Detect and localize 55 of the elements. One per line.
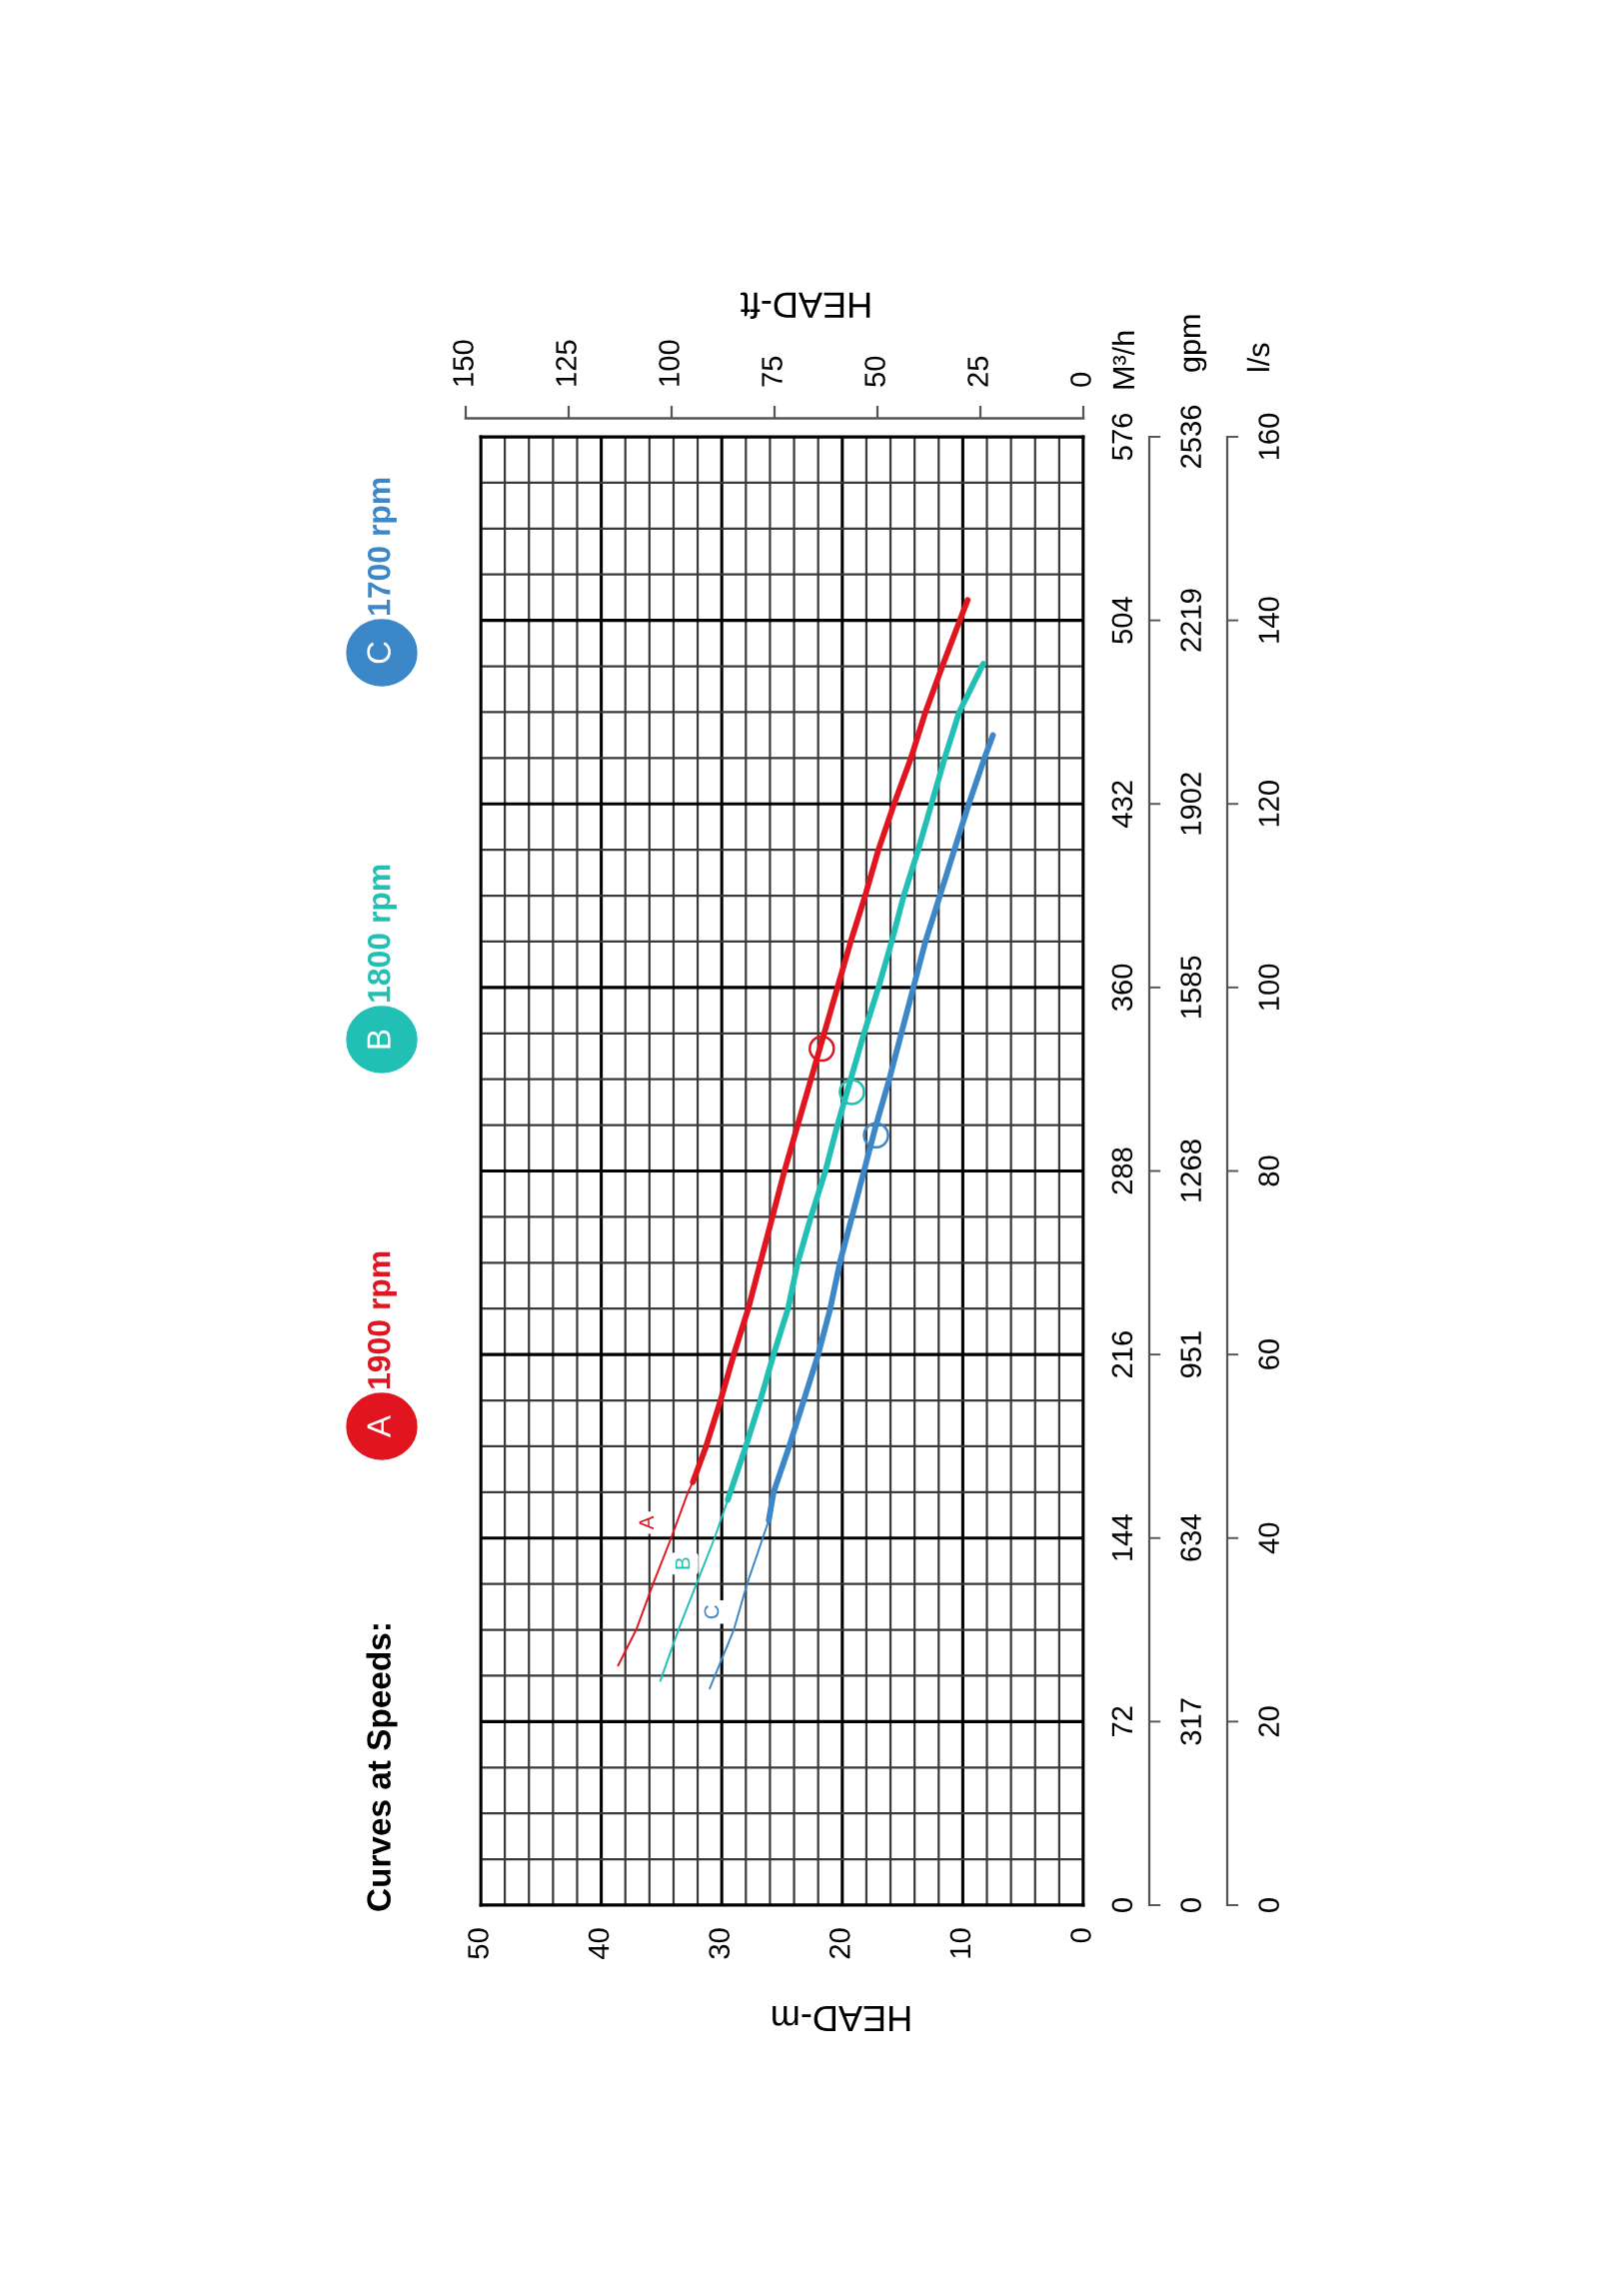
x2-tick-label: 0: [1070, 372, 1091, 387]
y-tick-label: 576: [1111, 413, 1133, 461]
x-tick-label: 20: [828, 1928, 850, 1959]
y-axis-title: M³/h: [1111, 331, 1135, 389]
y2-tick-label: 1902: [1180, 773, 1201, 835]
annotation: C: [704, 1604, 720, 1619]
text: 1800 rpm: [367, 865, 397, 1002]
y2-axis-title: gpm: [1183, 315, 1207, 372]
y3-tick-label: 80: [1258, 1155, 1279, 1186]
y-tick-label: 0: [1111, 1898, 1133, 1912]
y2-tick-label: 0: [1180, 1898, 1201, 1912]
y2-tick-label: 1268: [1180, 1140, 1201, 1201]
legend-title: Curves at Speeds:: [366, 1624, 398, 1911]
y-tick-label: 72: [1111, 1706, 1132, 1737]
text: 1900 rpm: [367, 1251, 397, 1388]
x2-axis-title: HEAD-ft: [741, 292, 870, 319]
y3-tick-label: 120: [1258, 781, 1279, 827]
x-tick-label: 0: [1070, 1928, 1091, 1943]
y-tick-label: 144: [1111, 1514, 1132, 1560]
text: A: [367, 1414, 391, 1438]
y2-tick-label: 951: [1180, 1331, 1201, 1378]
annotation: B: [675, 1557, 691, 1569]
y3-tick-label: 40: [1258, 1522, 1279, 1554]
y-tick-label: 216: [1111, 1331, 1133, 1377]
y-tick-label: 360: [1111, 964, 1133, 1012]
x2-tick-label: 125: [556, 340, 577, 386]
y2-tick-label: 1585: [1180, 956, 1201, 1019]
y3-tick-label: 20: [1258, 1706, 1279, 1737]
x2-tick-label: 100: [659, 340, 680, 386]
y-tick-label: 504: [1111, 597, 1133, 644]
x-tick-label: 50: [468, 1928, 489, 1959]
y2-tick-label: 2536: [1180, 405, 1201, 468]
x2-tick-label: 150: [453, 340, 474, 386]
y-tick-label: 288: [1111, 1147, 1133, 1194]
y2-tick-label: 2219: [1180, 589, 1201, 652]
annotation: A: [639, 1515, 655, 1530]
x2-tick-label: 75: [762, 356, 783, 387]
y3-tick-label: 60: [1258, 1339, 1279, 1369]
x-tick-label: 10: [949, 1928, 971, 1958]
x-tick-label: 30: [709, 1928, 731, 1959]
y3-tick-label: 100: [1258, 964, 1279, 1010]
y3-tick-label: 160: [1258, 413, 1279, 460]
text: 1700 rpm: [367, 478, 397, 615]
text: B: [367, 1030, 391, 1049]
x-tick-label: 40: [588, 1928, 610, 1959]
text: C: [367, 642, 391, 664]
y-tick-label: 432: [1111, 781, 1133, 828]
x-axis-title: HEAD-m: [773, 2006, 910, 2031]
x2-tick-label: 50: [864, 356, 885, 387]
y2-tick-label: 317: [1180, 1698, 1201, 1745]
y2-tick-label: 634: [1180, 1514, 1201, 1561]
x2-tick-label: 25: [967, 356, 988, 387]
y3-tick-label: 140: [1258, 597, 1279, 643]
y3-tick-label: 0: [1258, 1898, 1279, 1912]
y3-axis-title: l/s: [1246, 343, 1270, 371]
